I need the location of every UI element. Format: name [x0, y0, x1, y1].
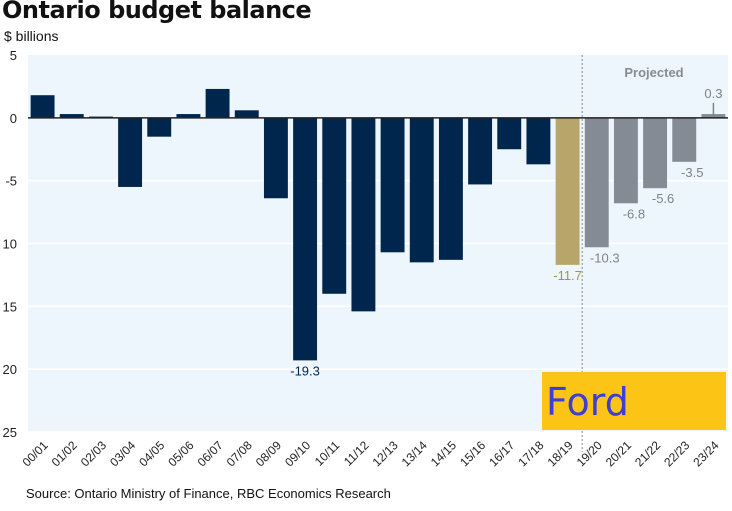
- x-tick-label: 00/01: [20, 438, 51, 469]
- bar-00-01: [30, 95, 55, 118]
- x-tick-label: 05/06: [165, 438, 196, 469]
- bar-12-13: [380, 117, 405, 253]
- ford-label: Ford: [546, 380, 629, 424]
- bar-10-11: [322, 117, 347, 294]
- data-label: -11.7: [553, 268, 582, 283]
- bar-01-02: [59, 114, 84, 118]
- projected-annotation: Projected: [624, 65, 683, 80]
- x-tick-label: 04/05: [136, 438, 167, 469]
- bar-05-06: [176, 114, 201, 118]
- bar-07-08: [234, 110, 259, 118]
- x-tick-label: 17/18: [515, 438, 546, 469]
- x-tick-label: 13/14: [399, 438, 430, 469]
- x-tick-label: 03/04: [107, 438, 138, 469]
- source-note: Source: Ontario Ministry of Finance, RBC…: [26, 486, 391, 501]
- bar-19-20: [584, 117, 609, 248]
- bar-22-23: [672, 117, 697, 162]
- bar-15-16: [468, 117, 493, 185]
- bar-08-09: [263, 117, 288, 199]
- y-tick-label: 25: [3, 425, 17, 440]
- bar-03-04: [118, 117, 143, 187]
- data-label: -19.3: [290, 363, 320, 378]
- x-tick-label: 12/13: [370, 438, 401, 469]
- x-tick-label: 16/17: [486, 438, 517, 469]
- data-label: -5.6: [652, 191, 674, 206]
- chart-title: Ontario budget balance: [2, 0, 312, 24]
- x-tick-label: 10/11: [312, 438, 343, 469]
- bar-16-17: [497, 117, 522, 150]
- bar-04-05: [147, 117, 172, 137]
- data-label: -10.3: [590, 250, 620, 265]
- data-label: -3.5: [681, 165, 703, 180]
- bar-18-19: [555, 117, 580, 265]
- bar-23-24: [701, 114, 726, 118]
- x-tick-label: 14/15: [428, 438, 459, 469]
- x-tick-label: 20/21: [603, 438, 634, 469]
- y-tick-label: 5: [10, 48, 17, 63]
- y-tick-label: -5: [5, 174, 17, 189]
- x-tick-label: 19/20: [574, 438, 605, 469]
- bar-06-07: [205, 88, 230, 118]
- x-tick-label: 23/24: [690, 438, 721, 469]
- x-tick-label: 07/08: [224, 438, 255, 469]
- x-tick-label: 01/02: [49, 438, 80, 469]
- y-tick-label: 0: [10, 111, 17, 126]
- bar-09-10: [293, 117, 318, 361]
- x-tick-label: 18/19: [545, 438, 576, 469]
- bar-21-22: [643, 117, 668, 189]
- x-tick-label: 15/16: [457, 438, 488, 469]
- data-label: -6.8: [623, 206, 645, 221]
- x-tick-label: 11/12: [341, 438, 372, 469]
- x-tick-label: 22/23: [661, 438, 692, 469]
- bar-14-15: [438, 117, 463, 260]
- bar-11-12: [351, 117, 376, 312]
- x-tick-label: 21/22: [632, 438, 663, 469]
- ford-overlay-box: Ford: [542, 372, 726, 430]
- bar-20-21: [613, 117, 638, 204]
- x-tick-label: 08/09: [253, 438, 284, 469]
- x-tick-label: 02/03: [78, 438, 109, 469]
- bar-13-14: [409, 117, 434, 263]
- y-axis-unit: $ billions: [4, 28, 59, 44]
- bar-17-18: [526, 117, 551, 165]
- data-label: 0.3: [704, 86, 722, 101]
- x-tick-label: 06/07: [195, 438, 226, 469]
- x-tick-label: 09/10: [282, 438, 313, 469]
- y-tick-label: 15: [3, 299, 17, 314]
- y-tick-label: 20: [3, 362, 17, 377]
- y-tick-label: 10: [3, 237, 17, 252]
